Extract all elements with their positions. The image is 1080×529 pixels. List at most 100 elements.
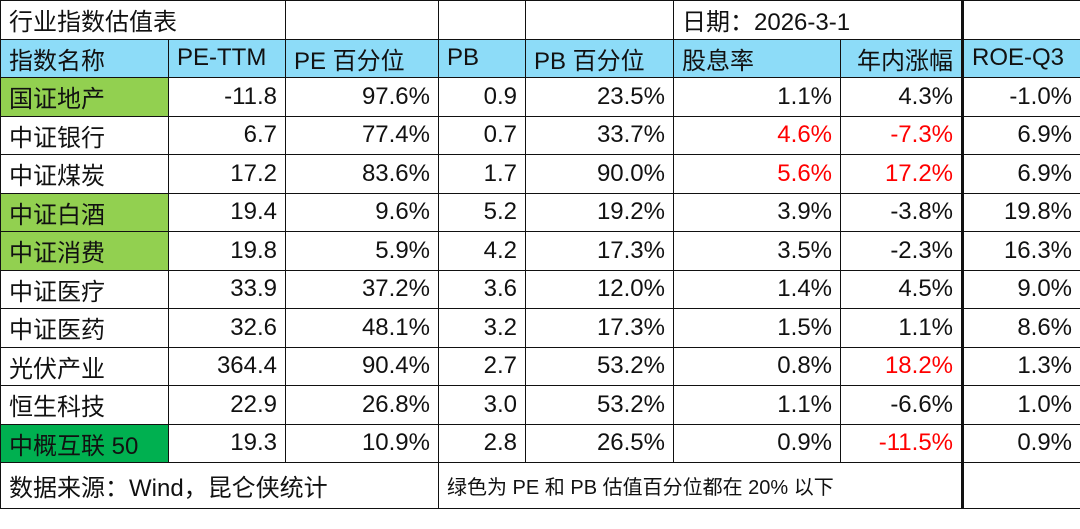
legend-note: 绿色为 PE 和 PB 估值百分位都在 20% 以下: [437, 462, 964, 509]
pe-pct-cell: 37.2%: [285, 269, 439, 309]
pb-pct-cell: 23.5%: [525, 77, 674, 117]
footer-row: 数据来源：Wind，昆仑侠统计 绿色为 PE 和 PB 估值百分位都在 20% 以…: [0, 462, 1080, 509]
index-name-cell: 中概互联 50: [0, 423, 169, 463]
header-dividend: 股息率: [673, 38, 841, 78]
pb-pct-cell: 33.7%: [525, 115, 674, 155]
dividend-cell: 1.5%: [673, 308, 841, 348]
dividend-cell: 4.6%: [673, 115, 841, 155]
table-row: 光伏产业 364.4 90.4% 2.7 53.2% 0.8% 18.2% 1.3%: [0, 346, 1080, 386]
roe-cell: 9.0%: [961, 269, 1080, 309]
table-row: 中证煤炭 17.2 83.6% 1.7 90.0% 5.6% 17.2% 6.9%: [0, 154, 1080, 194]
pb-pct-cell: 53.2%: [525, 385, 674, 425]
ytd-cell: -6.6%: [839, 385, 964, 425]
header-pe-pct: PE 百分位: [285, 38, 439, 78]
index-name-cell: 国证地产: [0, 77, 169, 117]
pe-pct-cell: 9.6%: [285, 192, 439, 232]
ytd-cell: -2.3%: [839, 231, 964, 271]
header-ytd: 年内涨幅: [839, 38, 964, 78]
index-name-cell: 光伏产业: [0, 346, 169, 386]
ytd-cell: 1.1%: [839, 308, 964, 348]
empty-cell: [438, 0, 526, 40]
index-name-cell: 中证消费: [0, 231, 169, 271]
table-row: 恒生科技 22.9 26.8% 3.0 53.2% 1.1% -6.6% 1.0%: [0, 385, 1080, 425]
roe-cell: 16.3%: [961, 231, 1080, 271]
ytd-cell: 4.5%: [839, 269, 964, 309]
header-roe: ROE-Q3: [961, 38, 1080, 78]
header-pe-ttm: PE-TTM: [168, 38, 286, 78]
header-name: 指数名称: [0, 38, 169, 78]
pe-ttm-cell: -11.8: [168, 77, 286, 117]
title-row: 行业指数估值表 日期：2026-3-1: [0, 0, 1080, 40]
table-row: 中证医疗 33.9 37.2% 3.6 12.0% 1.4% 4.5% 9.0%: [0, 269, 1080, 309]
ytd-cell: -7.3%: [839, 115, 964, 155]
empty-cell: [961, 0, 1080, 40]
pb-cell: 3.6: [438, 269, 526, 309]
roe-cell: 19.8%: [961, 192, 1080, 232]
pe-pct-cell: 77.4%: [285, 115, 439, 155]
ytd-cell: 4.3%: [839, 77, 964, 117]
pe-pct-cell: 10.9%: [285, 423, 439, 463]
pe-ttm-cell: 33.9: [168, 269, 286, 309]
pe-pct-cell: 90.4%: [285, 346, 439, 386]
pe-ttm-cell: 19.4: [168, 192, 286, 232]
pe-ttm-cell: 6.7: [168, 115, 286, 155]
pe-ttm-cell: 32.6: [168, 308, 286, 348]
header-pb-pct: PB 百分位: [525, 38, 674, 78]
table-row: 中概互联 50 19.3 10.9% 2.8 26.5% 0.9% -11.5% 0.9%: [0, 423, 1080, 463]
pb-cell: 0.9: [438, 77, 526, 117]
empty-cell: [525, 0, 674, 40]
pb-pct-cell: 17.3%: [525, 231, 674, 271]
ytd-cell: 18.2%: [839, 346, 964, 386]
index-name-cell: 恒生科技: [0, 385, 169, 425]
pb-cell: 2.8: [438, 423, 526, 463]
roe-cell: -1.0%: [961, 77, 1080, 117]
table-row: 中证医药 32.6 48.1% 3.2 17.3% 1.5% 1.1% 8.6%: [0, 308, 1080, 348]
dividend-cell: 1.1%: [673, 385, 841, 425]
empty-cell: [285, 0, 439, 40]
pb-cell: 3.2: [438, 308, 526, 348]
valuation-table: 行业指数估值表 日期：2026-3-1 指数名称 PE-TTM PE 百分位 P…: [0, 0, 1080, 509]
pe-ttm-cell: 17.2: [168, 154, 286, 194]
pe-pct-cell: 97.6%: [285, 77, 439, 117]
pb-pct-cell: 90.0%: [525, 154, 674, 194]
pb-cell: 3.0: [438, 385, 526, 425]
empty-cell: [961, 462, 1080, 509]
roe-cell: 1.0%: [961, 385, 1080, 425]
dividend-cell: 3.5%: [673, 231, 841, 271]
dividend-cell: 0.9%: [673, 423, 841, 463]
roe-cell: 8.6%: [961, 308, 1080, 348]
pe-pct-cell: 26.8%: [285, 385, 439, 425]
table-row: 中证白酒 19.4 9.6% 5.2 19.2% 3.9% -3.8% 19.8%: [0, 192, 1080, 232]
header-pb: PB: [438, 38, 526, 78]
dividend-cell: 5.6%: [673, 154, 841, 194]
roe-cell: 0.9%: [961, 423, 1080, 463]
pe-ttm-cell: 22.9: [168, 385, 286, 425]
table-row: 国证地产 -11.8 97.6% 0.9 23.5% 1.1% 4.3% -1.0%: [0, 77, 1080, 117]
date-label: 日期：2026-3-1: [672, 0, 964, 40]
data-source: 数据来源：Wind，昆仑侠统计: [0, 462, 439, 509]
pe-pct-cell: 83.6%: [285, 154, 439, 194]
pe-ttm-cell: 364.4: [168, 346, 286, 386]
pb-cell: 5.2: [438, 192, 526, 232]
pb-cell: 2.7: [438, 346, 526, 386]
pe-ttm-cell: 19.3: [168, 423, 286, 463]
index-name-cell: 中证医药: [0, 308, 169, 348]
pe-pct-cell: 48.1%: [285, 308, 439, 348]
dividend-cell: 3.9%: [673, 192, 841, 232]
ytd-cell: -11.5%: [839, 423, 964, 463]
pb-pct-cell: 12.0%: [525, 269, 674, 309]
pb-cell: 1.7: [438, 154, 526, 194]
pb-pct-cell: 26.5%: [525, 423, 674, 463]
ytd-cell: -3.8%: [839, 192, 964, 232]
roe-cell: 6.9%: [961, 115, 1080, 155]
dividend-cell: 1.1%: [673, 77, 841, 117]
pb-pct-cell: 19.2%: [525, 192, 674, 232]
pb-cell: 0.7: [438, 115, 526, 155]
pb-pct-cell: 53.2%: [525, 346, 674, 386]
index-name-cell: 中证煤炭: [0, 154, 169, 194]
table-row: 中证消费 19.8 5.9% 4.2 17.3% 3.5% -2.3% 16.3%: [0, 231, 1080, 271]
pe-pct-cell: 5.9%: [285, 231, 439, 271]
ytd-cell: 17.2%: [839, 154, 964, 194]
index-name-cell: 中证医疗: [0, 269, 169, 309]
dividend-cell: 0.8%: [673, 346, 841, 386]
